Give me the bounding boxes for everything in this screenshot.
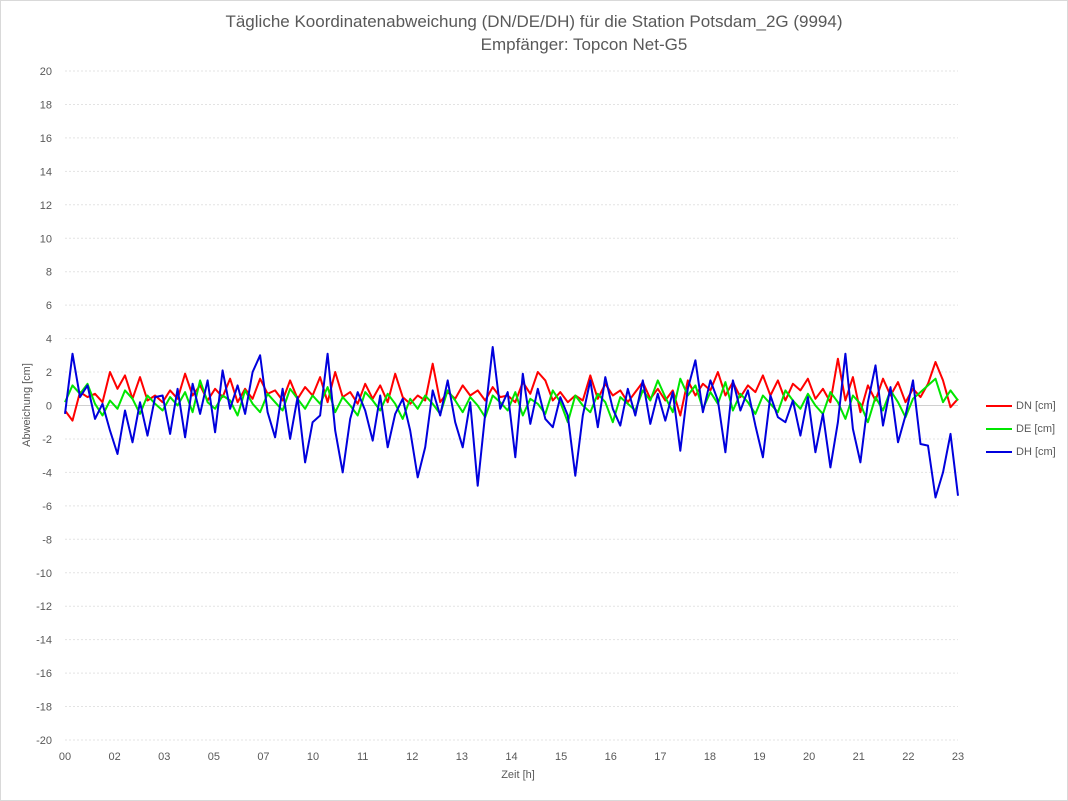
x-tick-label: 20: [803, 751, 815, 763]
legend-label: DN [cm]: [1016, 400, 1056, 412]
x-tick-label: 07: [257, 751, 269, 763]
x-tick-label: 18: [704, 751, 716, 763]
y-tick-label: -8: [42, 534, 52, 546]
x-tick-label: 23: [952, 751, 964, 763]
legend-item: DN [cm]: [986, 400, 1056, 412]
legend-swatch: [986, 451, 1012, 453]
y-tick-label: 20: [40, 66, 52, 78]
y-tick-label: -16: [36, 668, 52, 680]
legend-label: DH [cm]: [1016, 446, 1056, 458]
chart-title: Tägliche Koordinatenabweichung (DN/DE/DH…: [225, 12, 843, 31]
y-tick-label: -10: [36, 568, 52, 580]
y-tick-label: 6: [46, 300, 52, 312]
y-tick-label: 14: [40, 166, 52, 178]
y-axis-label: Abweichung [cm]: [21, 363, 33, 447]
x-tick-label: 15: [555, 751, 567, 763]
y-tick-label: -20: [36, 735, 52, 747]
y-tick-label: 4: [46, 334, 52, 346]
x-tick-label: 02: [108, 751, 120, 763]
x-tick-label: 13: [456, 751, 468, 763]
y-tick-label: -12: [36, 601, 52, 613]
x-tick-label: 12: [406, 751, 418, 763]
y-tick-label: 10: [40, 233, 52, 245]
legend-swatch: [986, 405, 1012, 407]
y-tick-label: 8: [46, 267, 52, 279]
y-tick-label: -14: [36, 635, 52, 647]
x-tick-label: 03: [158, 751, 170, 763]
x-tick-label: 22: [902, 751, 914, 763]
y-tick-label: 2: [46, 367, 52, 379]
x-tick-label: 19: [753, 751, 765, 763]
legend-item: DE [cm]: [986, 423, 1055, 435]
y-tick-label: -4: [42, 467, 52, 479]
x-tick-label: 16: [605, 751, 617, 763]
x-tick-label: 10: [307, 751, 319, 763]
y-tick-label: 12: [40, 200, 52, 212]
x-tick-label: 14: [505, 751, 517, 763]
y-tick-label: -6: [42, 501, 52, 513]
x-axis-label: Zeit [h]: [501, 769, 535, 781]
x-tick-label: 05: [208, 751, 220, 763]
legend-item: DH [cm]: [986, 446, 1056, 458]
chart-subtitle: Empfänger: Topcon Net-G5: [480, 35, 688, 54]
y-tick-label: 16: [40, 133, 52, 145]
series-line-de: [64, 377, 959, 424]
y-tick-label: 0: [46, 401, 52, 413]
y-tick-label: 18: [40, 99, 52, 111]
y-tick-label: -18: [36, 702, 52, 714]
x-tick-label: 21: [853, 751, 865, 763]
x-tick-label: 11: [357, 751, 368, 763]
x-tick-label: 00: [59, 751, 71, 763]
legend-label: DE [cm]: [1016, 423, 1056, 435]
y-tick-label: -2: [42, 434, 52, 446]
x-tick-label: 17: [654, 751, 666, 763]
series-line-dh: [64, 346, 959, 499]
legend-swatch: [986, 428, 1012, 430]
